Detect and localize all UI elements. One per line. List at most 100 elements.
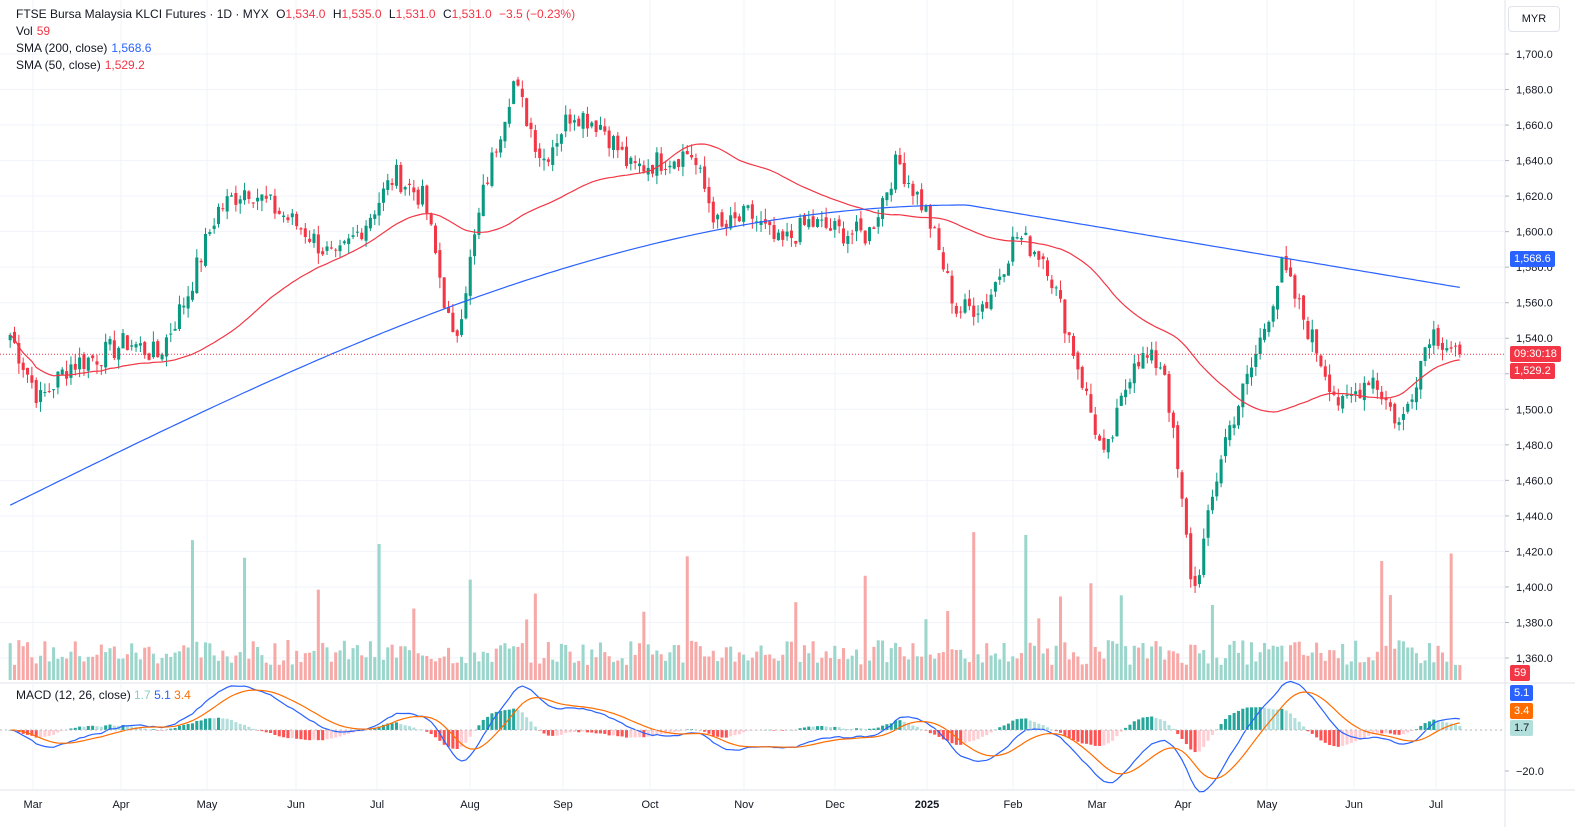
macd-histogram-bar bbox=[1236, 710, 1240, 730]
macd-histogram-bar bbox=[95, 726, 99, 730]
macd-histogram-bar bbox=[1393, 730, 1397, 735]
candle-body bbox=[1115, 407, 1119, 437]
symbol-title[interactable]: FTSE Bursa Malaysia KLCI Futures · 1D · … bbox=[16, 7, 269, 21]
volume-bar bbox=[381, 659, 385, 680]
candle-body bbox=[1284, 255, 1288, 271]
volume-bar bbox=[264, 662, 268, 680]
volume-bar bbox=[1006, 661, 1010, 680]
time-axis-label: Nov bbox=[734, 799, 754, 811]
volume-bar bbox=[286, 640, 290, 680]
volume-bar bbox=[494, 648, 498, 680]
macd-histogram-bar bbox=[329, 730, 333, 739]
candle-body bbox=[581, 112, 585, 129]
macd-histogram-bar bbox=[1323, 730, 1327, 743]
candle-body bbox=[863, 230, 867, 244]
volume-bar bbox=[26, 642, 30, 680]
volume-bar bbox=[1093, 646, 1097, 680]
volume-bar bbox=[282, 660, 286, 680]
macd-histogram-bar bbox=[1059, 730, 1063, 733]
volume-bar bbox=[963, 658, 967, 680]
time-axis-label: Feb bbox=[1004, 799, 1023, 811]
candle-body bbox=[1119, 395, 1123, 406]
macd-histogram-bar bbox=[273, 730, 277, 735]
volume-bar bbox=[65, 658, 69, 680]
macd-histogram-bar bbox=[716, 730, 720, 737]
candle-body bbox=[620, 146, 624, 150]
macd-histogram-bar bbox=[768, 729, 772, 731]
volume-bar bbox=[134, 652, 138, 680]
macd-histogram-bar bbox=[503, 710, 507, 730]
volume-bar bbox=[212, 655, 216, 680]
legend-sma50[interactable]: SMA (50, close) 1,529.2 bbox=[16, 57, 149, 74]
volume-bar bbox=[438, 658, 442, 680]
candle-body bbox=[173, 328, 177, 331]
currency-selector[interactable]: MYR bbox=[1508, 6, 1560, 32]
macd-histogram-bar bbox=[737, 730, 741, 735]
macd-histogram-bar bbox=[572, 730, 576, 733]
macd-histogram-bar bbox=[416, 729, 420, 731]
change-value: −3.5 (−0.23%) bbox=[499, 7, 576, 21]
volume-bar bbox=[664, 660, 668, 680]
volume-bar bbox=[455, 662, 459, 680]
macd-histogram-bar bbox=[121, 725, 125, 730]
volume-bar bbox=[993, 653, 997, 680]
macd-histogram-bar bbox=[1111, 730, 1115, 741]
candle-body bbox=[86, 357, 90, 371]
volume-bar bbox=[108, 648, 112, 680]
volume-bar bbox=[416, 653, 420, 680]
legend-sma200[interactable]: SMA (200, close) 1,568.6 bbox=[16, 40, 155, 57]
candle-body bbox=[1176, 425, 1180, 470]
volume-bar bbox=[1119, 595, 1123, 680]
macd-histogram-bar bbox=[594, 730, 598, 734]
candle-body bbox=[52, 389, 56, 391]
macd-histogram-bar bbox=[516, 709, 520, 730]
candle-body bbox=[824, 217, 828, 228]
macd-histogram-bar bbox=[1297, 721, 1301, 730]
candle-body bbox=[1032, 251, 1036, 255]
candle-body bbox=[429, 214, 433, 225]
candle-body bbox=[1306, 320, 1310, 339]
macd-histogram-bar bbox=[1280, 708, 1284, 730]
volume-bar bbox=[295, 650, 299, 680]
volume-bar bbox=[1254, 661, 1258, 680]
candle-body bbox=[420, 185, 425, 205]
candle-body bbox=[755, 221, 759, 223]
candle-body bbox=[820, 219, 824, 221]
candle-body bbox=[1019, 238, 1023, 240]
candle-body bbox=[1232, 424, 1236, 429]
volume-bar bbox=[998, 659, 1002, 680]
macd-histogram-bar bbox=[1028, 720, 1032, 730]
volume-bar bbox=[850, 655, 854, 680]
volume-bar bbox=[794, 602, 798, 680]
candle-body bbox=[360, 232, 364, 240]
candle-body bbox=[629, 157, 633, 164]
candle-body bbox=[941, 252, 945, 270]
volume-bar bbox=[898, 646, 902, 680]
macd-histogram-bar bbox=[1080, 730, 1084, 744]
volume-bar bbox=[481, 651, 485, 680]
volume-bar bbox=[507, 648, 511, 680]
candle-body bbox=[30, 375, 34, 383]
volume-bar bbox=[881, 640, 885, 680]
legend-macd[interactable]: MACD (12, 26, close) 1.7 5.1 3.4 bbox=[16, 688, 191, 702]
macd-histogram-bar bbox=[69, 728, 73, 730]
candle-body bbox=[841, 228, 846, 244]
legend-volume[interactable]: Vol 59 bbox=[16, 23, 54, 40]
candle-body bbox=[394, 164, 398, 186]
volume-bar bbox=[1163, 659, 1167, 680]
volume-bar bbox=[1323, 660, 1327, 680]
candle-body bbox=[1219, 459, 1223, 484]
volume-bar bbox=[477, 661, 481, 680]
macd-histogram-bar bbox=[1006, 723, 1010, 730]
volume-bar bbox=[251, 641, 255, 680]
candle-body bbox=[1106, 439, 1110, 453]
volume-bar bbox=[915, 656, 919, 680]
candle-body bbox=[1388, 402, 1392, 407]
candle-body bbox=[1375, 380, 1379, 390]
candle-body bbox=[1193, 575, 1197, 587]
macd-histogram-bar bbox=[733, 730, 737, 736]
candle-body bbox=[1328, 374, 1332, 392]
volume-bar bbox=[907, 659, 911, 680]
price-tick-label: 1,420.0 bbox=[1516, 546, 1553, 558]
